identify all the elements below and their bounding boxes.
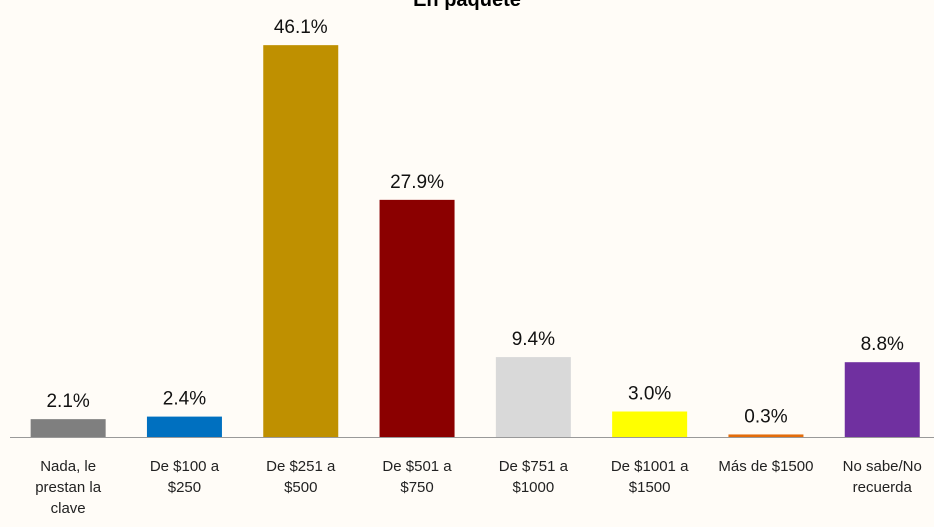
x-tick-label: Más de $1500 <box>718 456 814 477</box>
page: En paquete 2.1% 2.4% 46.1% 27.9% 9.4% 3.0% 0.3… <box>0 0 934 527</box>
x-tick-label: De $1001 a $1500 <box>602 456 698 498</box>
bar <box>496 357 571 437</box>
value-label: 2.1% <box>46 391 89 412</box>
chart-title: En paquete <box>413 0 521 11</box>
x-tick-label: De $501 a $750 <box>369 456 465 498</box>
x-tick-label: De $751 a $1000 <box>485 456 581 498</box>
bar <box>728 434 803 437</box>
value-label: 8.8% <box>861 334 904 355</box>
bar <box>845 362 920 437</box>
value-label: 9.4% <box>512 329 555 350</box>
value-label: 0.3% <box>744 406 787 427</box>
value-label: 27.9% <box>390 172 444 193</box>
bar <box>380 200 455 437</box>
bar <box>612 412 687 438</box>
x-tick-label: De $100 a $250 <box>136 456 232 498</box>
bar <box>31 419 106 437</box>
x-tick-label: De $251 a $500 <box>253 456 349 498</box>
chart: En paquete 2.1% 2.4% 46.1% 27.9% 9.4% 3.0% 0.3… <box>0 0 934 527</box>
x-tick-label: Nada, le prestan la clave <box>20 456 116 519</box>
value-label: 2.4% <box>163 389 206 410</box>
bar <box>263 45 338 437</box>
value-label: 3.0% <box>628 384 671 405</box>
bar <box>147 417 222 437</box>
x-tick-label: No sabe/No recuerda <box>834 456 930 498</box>
value-label: 46.1% <box>274 17 328 38</box>
